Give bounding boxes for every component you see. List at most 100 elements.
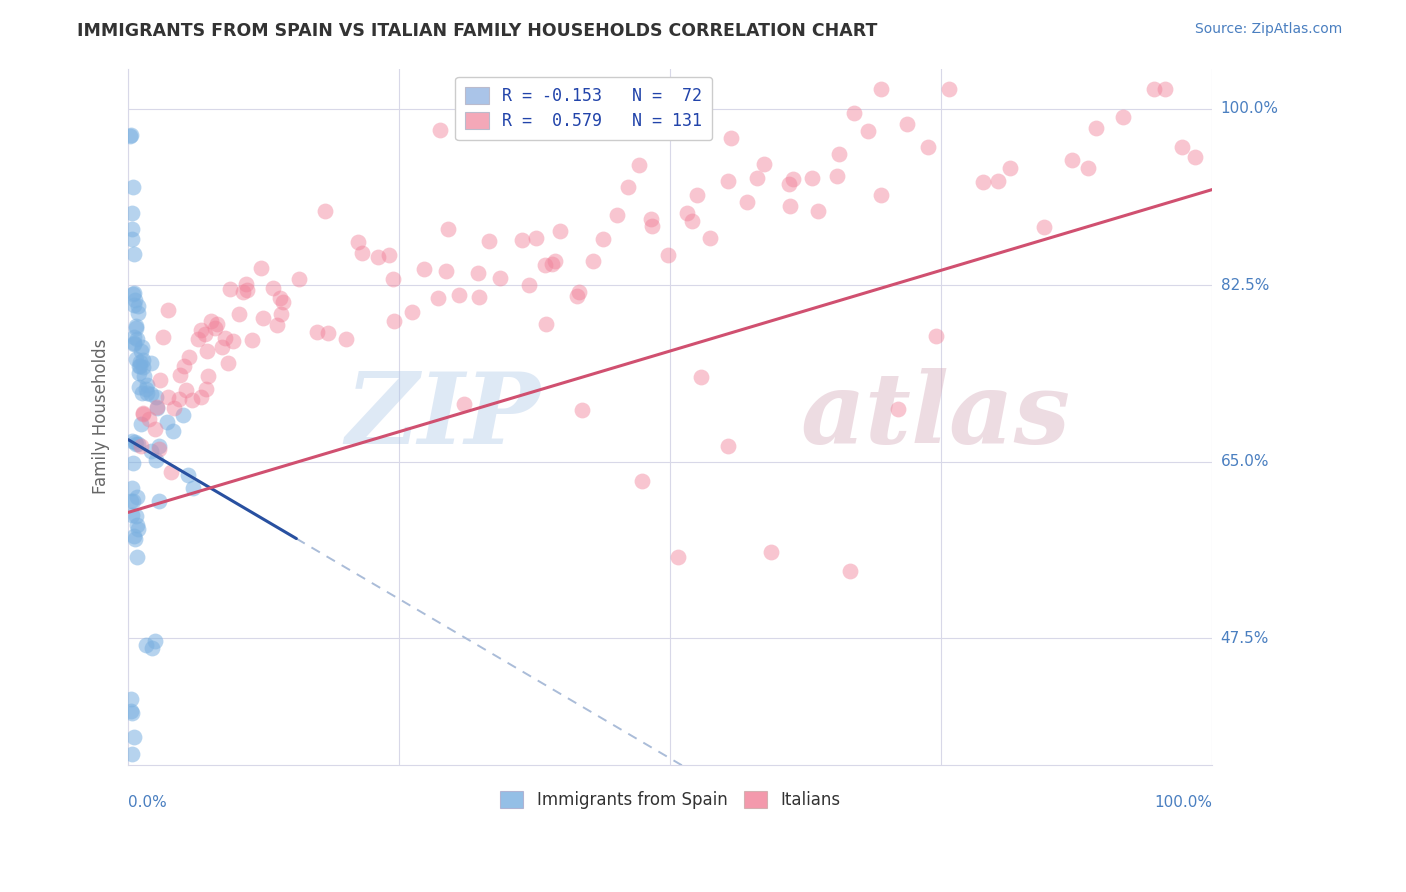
Italians xyxy=(252,310,274,325)
Italians xyxy=(204,321,226,335)
Italians xyxy=(152,330,174,344)
Italians xyxy=(717,174,740,188)
Immigrants from Spain xyxy=(145,401,167,415)
Italians xyxy=(129,439,152,453)
Immigrants from Spain xyxy=(125,318,148,333)
Italians xyxy=(1032,219,1054,234)
Italians xyxy=(571,403,593,417)
Immigrants from Spain xyxy=(125,518,148,533)
Italians xyxy=(314,204,336,219)
Immigrants from Spain xyxy=(155,415,177,429)
Italians xyxy=(271,294,294,309)
Immigrants from Spain xyxy=(121,222,143,236)
Italians xyxy=(468,290,491,304)
Italians xyxy=(190,323,212,337)
Italians xyxy=(190,390,212,404)
Italians xyxy=(540,257,562,271)
Italians xyxy=(1154,81,1177,95)
Italians xyxy=(517,278,540,293)
Italians xyxy=(235,277,257,292)
Italians xyxy=(382,272,405,286)
Italians xyxy=(401,304,423,318)
Italians xyxy=(666,549,689,564)
Italians xyxy=(568,285,591,299)
Immigrants from Spain xyxy=(122,330,145,344)
Italians xyxy=(842,106,865,120)
Text: IMMIGRANTS FROM SPAIN VS ITALIAN FAMILY HOUSEHOLDS CORRELATION CHART: IMMIGRANTS FROM SPAIN VS ITALIAN FAMILY … xyxy=(77,22,877,40)
Immigrants from Spain xyxy=(172,408,194,422)
Immigrants from Spain xyxy=(120,692,142,706)
Italians xyxy=(565,289,588,303)
Italians xyxy=(413,262,436,277)
Immigrants from Spain xyxy=(135,382,157,396)
Immigrants from Spain xyxy=(141,443,163,458)
Italians xyxy=(524,231,547,245)
Immigrants from Spain xyxy=(129,344,152,359)
Immigrants from Spain xyxy=(128,354,150,368)
Immigrants from Spain xyxy=(132,352,155,367)
Italians xyxy=(174,383,197,397)
Italians xyxy=(335,333,357,347)
Italians xyxy=(869,188,891,202)
Italians xyxy=(449,288,471,302)
Italians xyxy=(266,318,288,333)
Italians xyxy=(347,235,370,249)
Italians xyxy=(382,314,405,328)
Immigrants from Spain xyxy=(131,340,153,354)
Italians xyxy=(214,331,236,345)
Italians xyxy=(195,343,218,358)
Italians xyxy=(426,291,449,305)
Immigrants from Spain xyxy=(124,435,146,450)
Italians xyxy=(1084,121,1107,136)
Italians xyxy=(1112,110,1135,124)
Italians xyxy=(177,350,200,364)
Immigrants from Spain xyxy=(122,456,145,470)
Italians xyxy=(173,359,195,373)
Italians xyxy=(149,373,172,387)
Italians xyxy=(778,177,800,191)
Immigrants from Spain xyxy=(122,529,145,543)
Italians xyxy=(737,194,759,209)
Immigrants from Spain xyxy=(124,293,146,308)
Immigrants from Spain xyxy=(124,246,146,260)
Italians xyxy=(543,254,565,268)
Text: 82.5%: 82.5% xyxy=(1220,278,1268,293)
Italians xyxy=(801,170,824,185)
Italians xyxy=(686,187,709,202)
Text: atlas: atlas xyxy=(800,368,1070,465)
Immigrants from Spain xyxy=(135,386,157,401)
Italians xyxy=(132,406,155,420)
Italians xyxy=(194,383,217,397)
Italians xyxy=(807,203,830,218)
Italians xyxy=(148,442,170,457)
Immigrants from Spain xyxy=(120,128,142,142)
Italians xyxy=(217,356,239,370)
Immigrants from Spain xyxy=(145,453,167,467)
Immigrants from Spain xyxy=(121,747,143,761)
Italians xyxy=(222,334,245,348)
Italians xyxy=(132,407,155,421)
Italians xyxy=(1060,153,1083,168)
Immigrants from Spain xyxy=(177,467,200,482)
Italians xyxy=(219,282,242,296)
Italians xyxy=(434,264,457,278)
Immigrants from Spain xyxy=(122,286,145,301)
Text: 65.0%: 65.0% xyxy=(1220,454,1270,469)
Italians xyxy=(754,157,776,171)
Immigrants from Spain xyxy=(145,391,167,405)
Immigrants from Spain xyxy=(125,549,148,564)
Immigrants from Spain xyxy=(127,332,149,346)
Italians xyxy=(143,422,166,436)
Immigrants from Spain xyxy=(127,437,149,451)
Immigrants from Spain xyxy=(121,206,143,220)
Immigrants from Spain xyxy=(121,706,143,720)
Immigrants from Spain xyxy=(129,417,152,432)
Italians xyxy=(236,283,259,297)
Text: 100.0%: 100.0% xyxy=(1154,795,1212,810)
Italians xyxy=(288,271,311,285)
Italians xyxy=(896,117,918,131)
Immigrants from Spain xyxy=(121,481,143,495)
Italians xyxy=(270,307,292,321)
Text: ZIP: ZIP xyxy=(346,368,540,465)
Text: 0.0%: 0.0% xyxy=(128,795,167,810)
